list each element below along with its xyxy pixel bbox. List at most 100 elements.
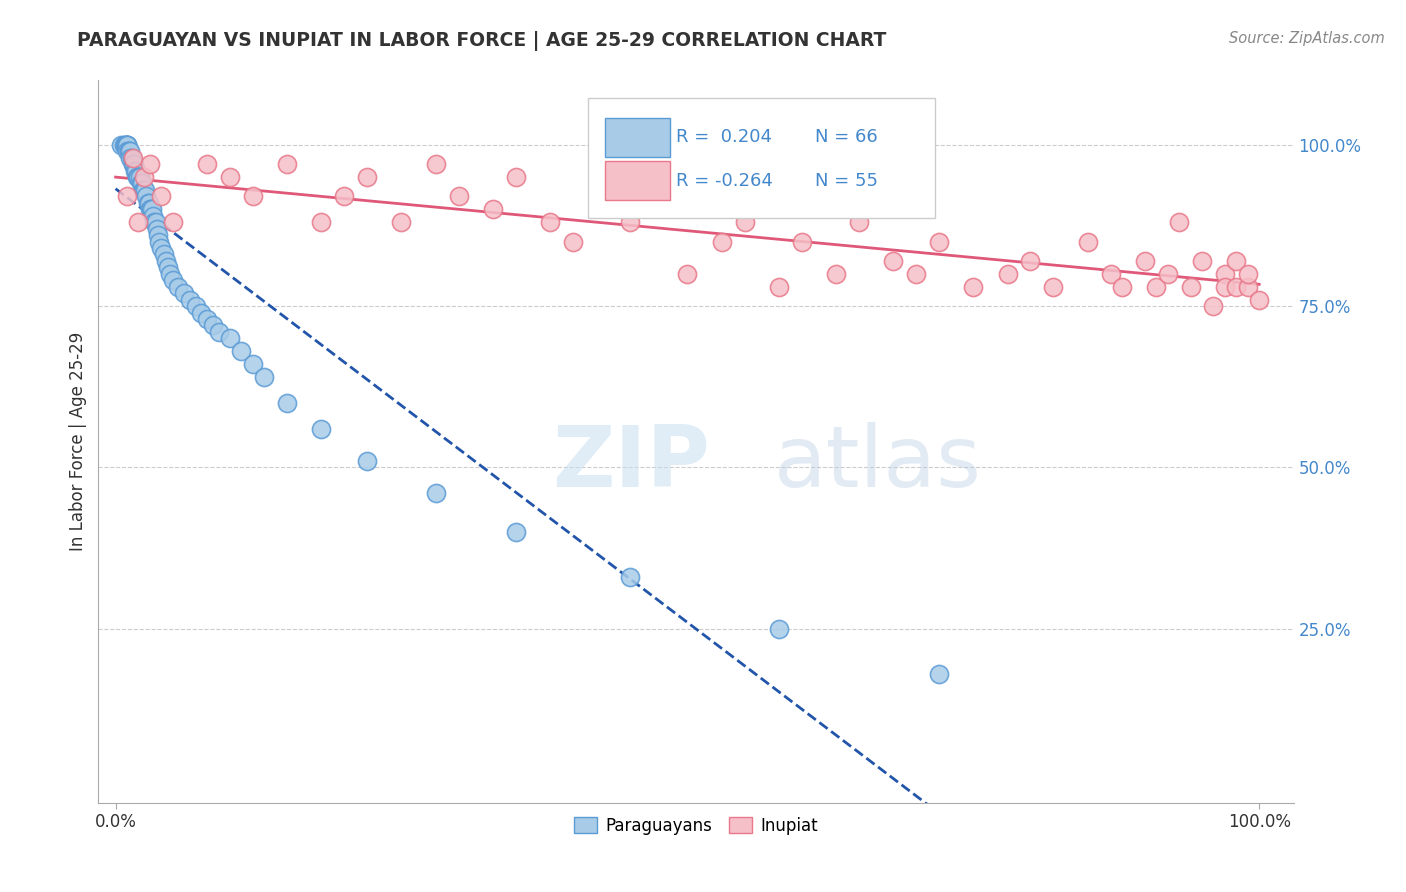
Point bbox=[654, 169, 676, 184]
Point bbox=[150, 241, 173, 255]
Point bbox=[139, 202, 162, 217]
Point bbox=[1213, 279, 1236, 293]
Point bbox=[962, 279, 984, 293]
Point bbox=[115, 189, 138, 203]
Point bbox=[159, 267, 181, 281]
Point bbox=[734, 215, 756, 229]
Text: Source: ZipAtlas.com: Source: ZipAtlas.com bbox=[1229, 31, 1385, 46]
Point bbox=[1180, 279, 1202, 293]
Text: atlas: atlas bbox=[773, 422, 981, 505]
Point bbox=[710, 235, 733, 249]
Point bbox=[1202, 299, 1225, 313]
Point bbox=[219, 169, 242, 184]
Point bbox=[134, 183, 156, 197]
Legend: Paraguayans, Inupiat: Paraguayans, Inupiat bbox=[567, 810, 825, 841]
Point bbox=[242, 357, 264, 371]
Point bbox=[115, 137, 138, 152]
Point bbox=[1225, 279, 1247, 293]
Point bbox=[253, 370, 276, 384]
Point bbox=[882, 254, 904, 268]
Point bbox=[219, 331, 242, 345]
Point bbox=[145, 215, 167, 229]
Point bbox=[391, 215, 413, 229]
Point bbox=[1236, 267, 1258, 281]
Point bbox=[596, 189, 619, 203]
Point bbox=[162, 273, 184, 287]
Point bbox=[768, 622, 790, 636]
Point bbox=[1213, 267, 1236, 281]
Point bbox=[139, 202, 162, 217]
Point bbox=[1019, 254, 1042, 268]
Point bbox=[139, 157, 162, 171]
Point bbox=[425, 486, 447, 500]
Text: N = 55: N = 55 bbox=[815, 172, 879, 190]
Point bbox=[505, 169, 527, 184]
Point bbox=[1236, 279, 1258, 293]
Point bbox=[997, 267, 1019, 281]
Point bbox=[179, 293, 201, 307]
Point bbox=[124, 163, 146, 178]
Point bbox=[311, 422, 333, 436]
Point bbox=[768, 279, 790, 293]
Point bbox=[1249, 293, 1271, 307]
Point bbox=[162, 215, 184, 229]
Point bbox=[121, 157, 143, 171]
Point bbox=[134, 183, 156, 197]
Point bbox=[142, 209, 165, 223]
Point bbox=[148, 235, 170, 249]
Point bbox=[619, 215, 641, 229]
Point bbox=[482, 202, 505, 217]
Point bbox=[131, 177, 153, 191]
Point bbox=[848, 215, 870, 229]
Point bbox=[115, 137, 138, 152]
Point bbox=[928, 235, 950, 249]
Point bbox=[134, 169, 156, 184]
Point bbox=[115, 137, 138, 152]
Point bbox=[195, 157, 218, 171]
Point bbox=[112, 137, 135, 152]
Point bbox=[1191, 254, 1213, 268]
Point bbox=[152, 247, 174, 261]
Point bbox=[425, 157, 447, 171]
Point bbox=[120, 151, 142, 165]
Text: N = 66: N = 66 bbox=[815, 128, 879, 146]
Point bbox=[190, 305, 212, 319]
Point bbox=[1111, 279, 1133, 293]
Point bbox=[118, 145, 141, 159]
Point bbox=[120, 145, 142, 159]
Point bbox=[538, 215, 561, 229]
Point bbox=[121, 151, 143, 165]
Point bbox=[242, 189, 264, 203]
Point bbox=[115, 137, 138, 152]
FancyBboxPatch shape bbox=[589, 98, 935, 218]
Point bbox=[127, 169, 149, 184]
Point bbox=[1077, 235, 1099, 249]
Point bbox=[1042, 279, 1064, 293]
Point bbox=[905, 267, 928, 281]
Point bbox=[311, 215, 333, 229]
Point bbox=[115, 145, 138, 159]
Point bbox=[138, 195, 160, 210]
Point bbox=[173, 286, 195, 301]
Point bbox=[195, 312, 218, 326]
Point bbox=[128, 169, 150, 184]
Text: R =  0.204: R = 0.204 bbox=[676, 128, 772, 146]
Point bbox=[141, 202, 163, 217]
Point bbox=[122, 157, 145, 171]
Point bbox=[790, 235, 813, 249]
Point bbox=[825, 267, 848, 281]
Point bbox=[1168, 215, 1191, 229]
Point bbox=[155, 254, 177, 268]
FancyBboxPatch shape bbox=[605, 161, 669, 200]
Point bbox=[143, 215, 166, 229]
Point bbox=[157, 260, 180, 275]
Point bbox=[201, 318, 224, 333]
Point bbox=[1099, 267, 1122, 281]
Point bbox=[276, 157, 298, 171]
Point bbox=[146, 228, 169, 243]
Point bbox=[110, 137, 132, 152]
Point bbox=[121, 151, 143, 165]
Point bbox=[619, 570, 641, 584]
Point bbox=[928, 666, 950, 681]
Point bbox=[356, 454, 378, 468]
